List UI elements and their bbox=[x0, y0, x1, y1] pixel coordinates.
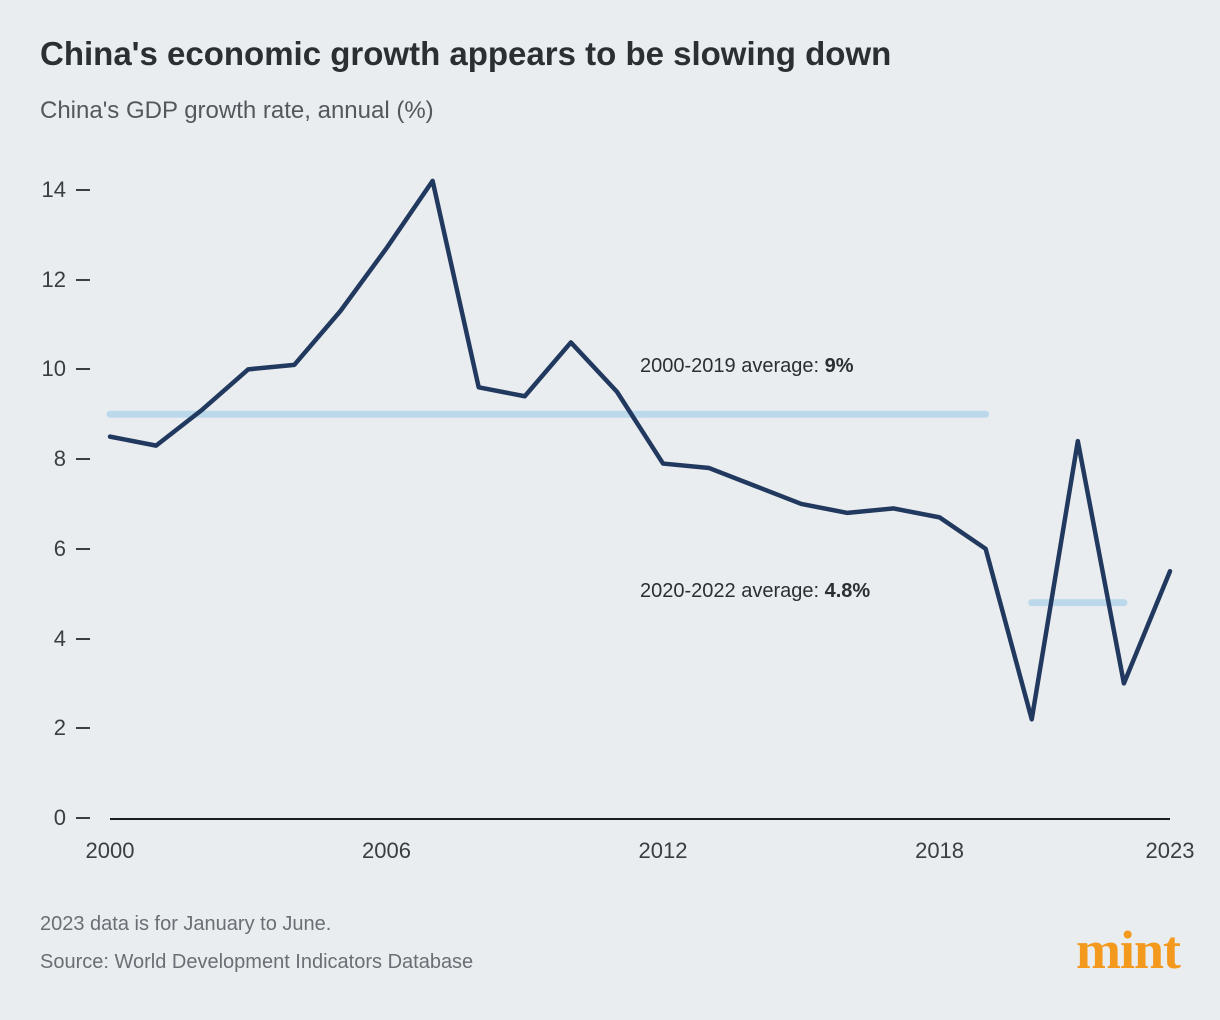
y-tick-label: 10 bbox=[42, 356, 90, 382]
y-tick-label: 12 bbox=[42, 267, 90, 293]
brand-logo: mint bbox=[1076, 919, 1180, 981]
y-tick-label: 6 bbox=[54, 536, 90, 562]
logo-text: mint bbox=[1076, 919, 1180, 981]
y-tick-label: 14 bbox=[42, 177, 90, 203]
y-tick-label: 2 bbox=[54, 715, 90, 741]
gdp-growth-line bbox=[110, 181, 1170, 719]
note-text: 2023 data is for January to June. bbox=[40, 905, 473, 943]
x-tick-label: 2006 bbox=[362, 838, 411, 864]
x-tick-label: 2018 bbox=[915, 838, 964, 864]
chart-container: 0 2 4 6 8 10 12 14 2000-2019 average: 9% 2020-20… bbox=[40, 145, 1180, 875]
x-tick-label: 2000 bbox=[86, 838, 135, 864]
y-axis-labels: 0 2 4 6 8 10 12 14 bbox=[40, 145, 90, 875]
chart-svg bbox=[110, 145, 1170, 818]
x-tick-label: 2012 bbox=[639, 838, 688, 864]
footer-notes: 2023 data is for January to June. Source… bbox=[40, 905, 473, 981]
average-annotation: 2020-2022 average: 4.8% bbox=[640, 580, 870, 603]
source-text: Source: World Development Indicators Dat… bbox=[40, 943, 473, 981]
y-tick-label: 4 bbox=[54, 626, 90, 652]
average-annotation: 2000-2019 average: 9% bbox=[640, 355, 854, 378]
x-tick-label: 2023 bbox=[1146, 838, 1195, 864]
chart-footer: 2023 data is for January to June. Source… bbox=[40, 905, 1180, 981]
chart-subtitle: China's GDP growth rate, annual (%) bbox=[40, 97, 1180, 125]
x-axis-labels: 20002006201220182023 bbox=[110, 830, 1170, 875]
y-tick-label: 0 bbox=[54, 805, 90, 831]
y-tick-label: 8 bbox=[54, 446, 90, 472]
chart-title: China's economic growth appears to be sl… bbox=[40, 35, 1180, 73]
plot-area: 2000-2019 average: 9% 2020-2022 average: … bbox=[110, 145, 1170, 820]
